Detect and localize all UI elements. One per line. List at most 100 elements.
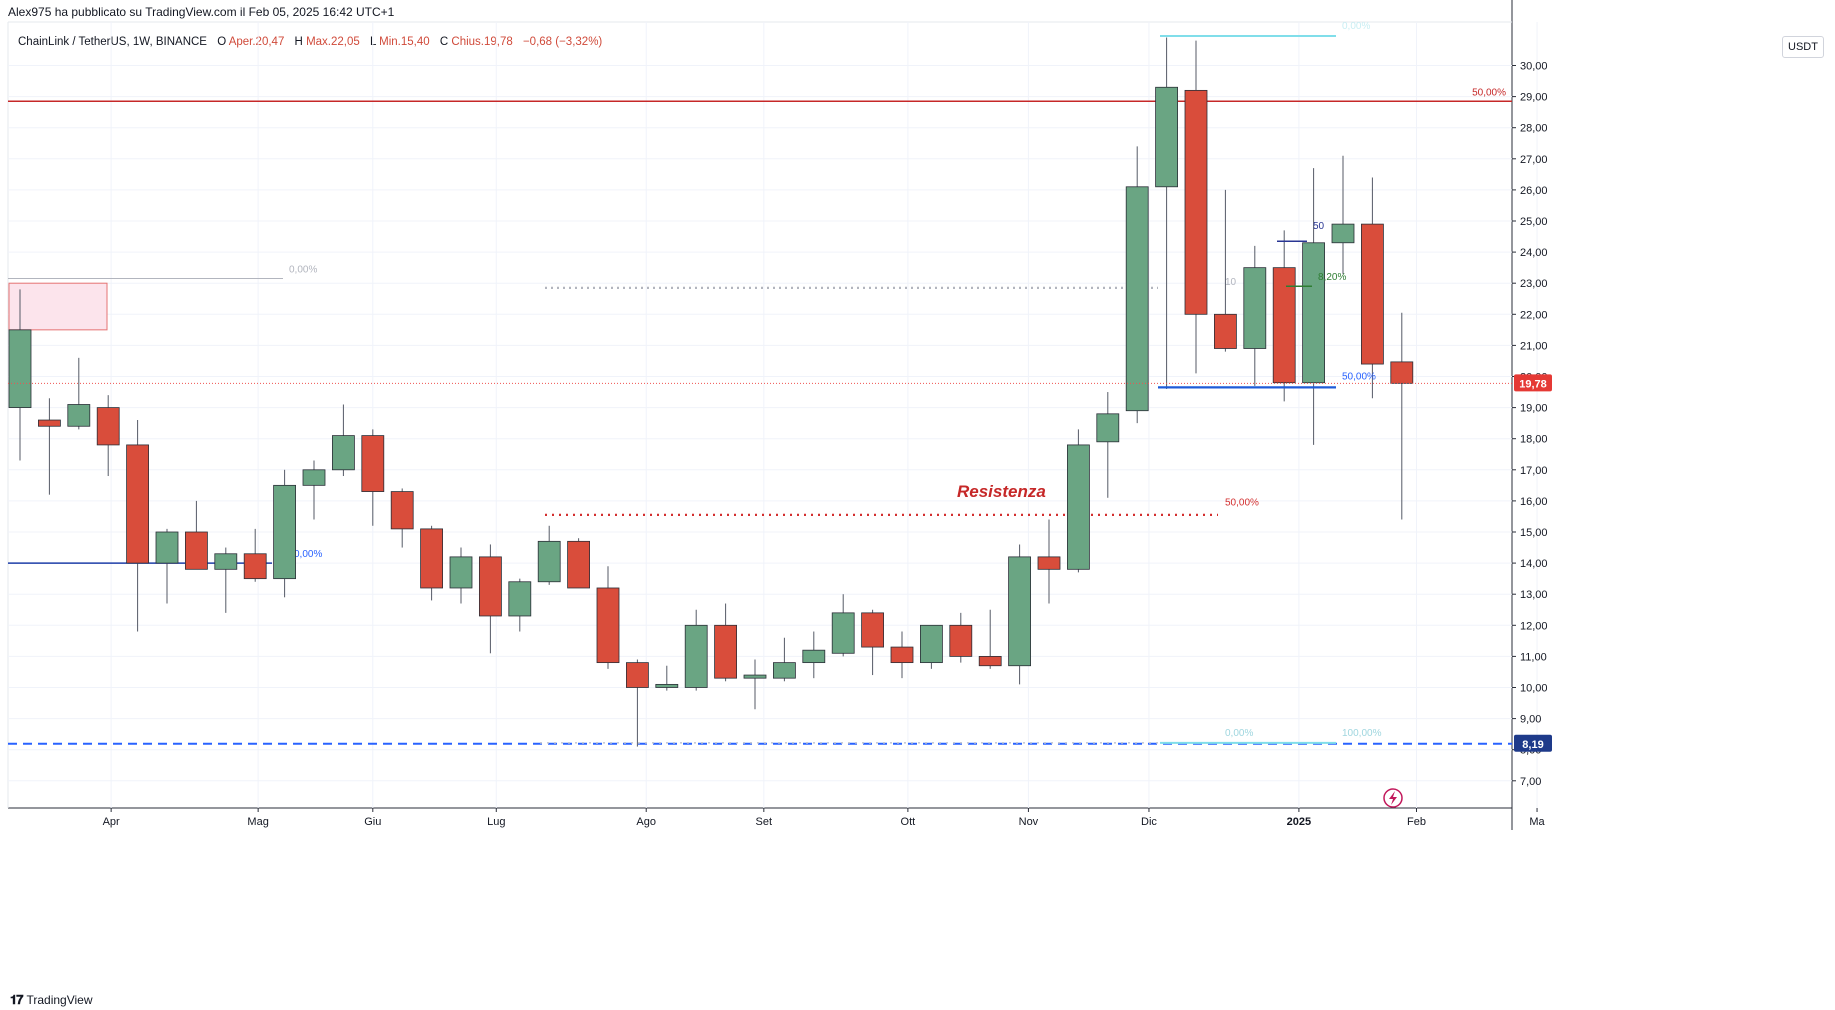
fib-top-faint-label: 0,00% xyxy=(1342,21,1370,32)
high-value: Max.22,05 xyxy=(306,36,360,48)
fib-low-a-label: 0,00% xyxy=(1225,728,1253,739)
fib-red-mid-label: 50,00% xyxy=(1225,498,1259,509)
candle-body xyxy=(38,419,61,427)
price-tick-label: 16,00 xyxy=(1520,496,1548,508)
lightning-icon-ring xyxy=(1383,788,1403,808)
drawings-front: 50,00% 50 8,20% xyxy=(8,221,1512,808)
price-tick-label: 15,00 xyxy=(1520,527,1548,539)
candle-body xyxy=(1067,444,1090,570)
candle-body xyxy=(67,404,91,427)
price-tick-label: 26,00 xyxy=(1520,185,1548,197)
fib-gray-label: 0,00% xyxy=(289,265,317,276)
time-tick-label: Apr xyxy=(103,816,120,828)
price-tick-label: 22,00 xyxy=(1520,309,1548,321)
candle-body xyxy=(1096,413,1120,443)
time-tick-label: Set xyxy=(756,816,773,828)
close-value: Chius.19,78 xyxy=(451,36,513,48)
candle-body xyxy=(626,662,649,688)
candle-body xyxy=(508,581,532,617)
candle-body xyxy=(714,624,737,679)
fib-blue-left-label: 0,00% xyxy=(294,549,322,560)
price-tick-label: 7,00 xyxy=(1520,776,1541,788)
supply-zone-rect xyxy=(8,282,108,331)
price-tick-label: 19,00 xyxy=(1520,403,1548,415)
candle-body xyxy=(1302,242,1325,384)
candle-body xyxy=(1272,267,1296,384)
price-tick-label: 29,00 xyxy=(1520,92,1548,104)
time-tick-label: 2025 xyxy=(1287,816,1311,828)
candle-body xyxy=(302,469,326,486)
high-label: H xyxy=(294,36,303,48)
candle-body xyxy=(273,484,297,580)
candle-body xyxy=(890,646,914,664)
grid-lines xyxy=(7,0,1538,830)
lightning-icon-bolt xyxy=(1389,791,1397,805)
candle-body xyxy=(449,556,473,589)
candle-body xyxy=(96,407,120,446)
candle-body xyxy=(596,587,620,664)
open-value: Aper.20,47 xyxy=(228,36,285,48)
candle-body xyxy=(684,624,708,688)
price-tick-label: 30,00 xyxy=(1520,61,1548,73)
price-tick-label: 17,00 xyxy=(1520,465,1548,477)
last-price-badge xyxy=(1514,374,1552,392)
candle-body xyxy=(1390,361,1414,384)
time-tick-label: Mag xyxy=(247,816,268,828)
price-tick-label: 13,00 xyxy=(1520,589,1548,601)
candle-body xyxy=(655,683,679,688)
lightning-event-icon xyxy=(1383,788,1403,808)
price-tick-label: 10,00 xyxy=(1520,683,1548,695)
support-price-badge-label: 8,19 xyxy=(1522,739,1543,751)
price-tick-label: 24,00 xyxy=(1520,247,1548,259)
currency-unit-button[interactable]: USDT xyxy=(1782,36,1824,58)
candles xyxy=(8,37,1414,747)
candle-body xyxy=(1037,556,1061,570)
fib-gray-mid-label: 10 xyxy=(1225,277,1237,288)
symbol-legend: ChainLink / TetherUS, 1W, BINANCE O Aper… xyxy=(18,36,602,48)
price-tick-label: 12,00 xyxy=(1520,620,1548,632)
price-tick-label: 11,00 xyxy=(1520,651,1547,663)
time-tick-label: Ago xyxy=(636,816,656,828)
candle-body xyxy=(390,491,414,530)
time-axis[interactable]: Apr Mag Giu Lug Ago Set Ott Nov Dic 2025 Feb Ma xyxy=(103,808,1546,828)
candle-body xyxy=(1331,223,1355,244)
brand-text: TradingView xyxy=(26,993,93,1007)
time-tick-label: Nov xyxy=(1019,816,1039,828)
tradingview-logo-icon: 𝟏𝟕 xyxy=(10,992,24,1007)
candle-body xyxy=(949,624,973,657)
resistance-label: Resistenza xyxy=(957,482,1046,501)
price-tick-label: 14,00 xyxy=(1520,558,1548,570)
candle-body xyxy=(1008,556,1031,667)
time-tick-label: Giu xyxy=(364,816,381,828)
fib-red-top-label: 50,00% xyxy=(1472,87,1506,98)
last-price-badge-label: 19,78 xyxy=(1519,378,1547,390)
candle-body xyxy=(1214,313,1237,349)
candle-body xyxy=(920,624,943,664)
candle-body xyxy=(1184,89,1208,315)
price-tick-label: 25,00 xyxy=(1520,216,1548,228)
candle-body xyxy=(802,649,826,664)
support-price-badge xyxy=(1514,734,1552,752)
fib-low-b-label: 100,00% xyxy=(1342,728,1382,739)
low-value: Min.15,40 xyxy=(379,36,430,48)
price-axis[interactable]: 7,008,009,0010,0011,0012,0013,0014,0015,… xyxy=(1512,61,1552,788)
time-tick-label: Ma xyxy=(1529,816,1545,828)
time-tick-label: Feb xyxy=(1407,816,1426,828)
candle-body xyxy=(155,531,179,564)
drawings-back: 0,00% 50,00% 10 Resistenza 50,00% 0,00% 0,00% 1… xyxy=(8,21,1512,745)
candle-body xyxy=(478,556,502,617)
fib-navy-label: 50 xyxy=(1313,221,1325,232)
published-line: Alex975 ha pubblicato su TradingView.com… xyxy=(8,5,395,19)
price-tick-label: 23,00 xyxy=(1520,278,1548,290)
close-label: C xyxy=(439,36,449,48)
candle-body xyxy=(331,435,355,471)
candle-body xyxy=(773,662,796,679)
price-tick-label: 18,00 xyxy=(1520,434,1548,446)
time-tick-label: Ott xyxy=(901,816,916,828)
candle-body xyxy=(361,435,385,492)
candle-body xyxy=(567,540,590,589)
fib-green-label: 8,20% xyxy=(1318,272,1346,283)
candle-body xyxy=(420,528,444,589)
symbol-name[interactable]: ChainLink / TetherUS, 1W, BINANCE xyxy=(18,36,207,48)
